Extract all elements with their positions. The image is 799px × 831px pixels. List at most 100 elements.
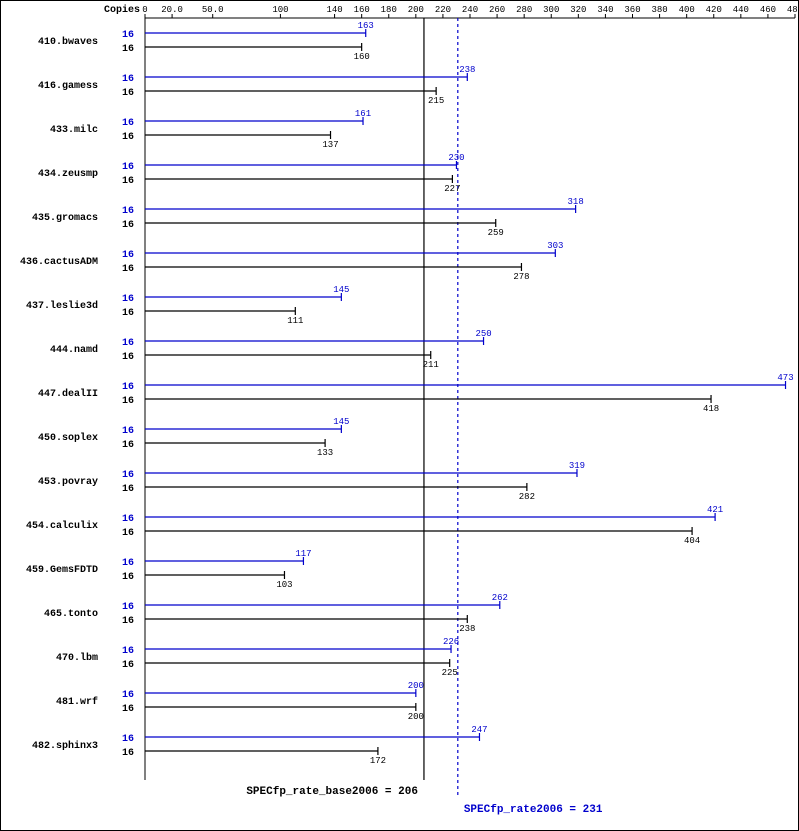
x-tick-label: 220 — [435, 5, 451, 15]
copies-peak: 16 — [122, 426, 134, 437]
copies-base: 16 — [122, 88, 134, 99]
x-tick-label: 180 — [381, 5, 397, 15]
x-tick-label: 360 — [624, 5, 640, 15]
peak-value: 163 — [358, 21, 374, 31]
copies-base: 16 — [122, 660, 134, 671]
base-value: 172 — [370, 756, 386, 766]
peak-value: 226 — [443, 637, 459, 647]
x-tick-label: 480 — [787, 5, 799, 15]
copies-base: 16 — [122, 616, 134, 627]
x-tick-label: 50.0 — [202, 5, 224, 15]
benchmark-name: 447.dealII — [38, 388, 98, 400]
base-value: 259 — [488, 228, 504, 238]
copies-base: 16 — [122, 396, 134, 407]
x-tick-label: 200 — [408, 5, 424, 15]
base-value: 137 — [322, 140, 338, 150]
copies-peak: 16 — [122, 250, 134, 261]
x-tick-label: 100 — [272, 5, 288, 15]
peak-value: 145 — [333, 417, 349, 427]
base-value: 111 — [287, 316, 303, 326]
copies-peak: 16 — [122, 338, 134, 349]
base-value: 282 — [519, 492, 535, 502]
benchmark-name: 481.wrf — [56, 696, 98, 708]
peak-value: 319 — [569, 461, 585, 471]
copies-base: 16 — [122, 220, 134, 231]
base-value: 160 — [354, 52, 370, 62]
benchmark-name: 416.gamess — [38, 81, 98, 92]
peak-value: 200 — [408, 681, 424, 691]
x-tick-label: 140 — [326, 5, 342, 15]
x-tick-label: 300 — [543, 5, 559, 15]
copies-peak: 16 — [122, 734, 134, 745]
peak-value: 238 — [459, 65, 475, 75]
peak-value: 318 — [568, 197, 584, 207]
x-tick-label: 380 — [651, 5, 667, 15]
benchmark-name: 435.gromacs — [32, 213, 98, 224]
x-tick-label: 340 — [597, 5, 613, 15]
copies-base: 16 — [122, 484, 134, 495]
copies-base: 16 — [122, 176, 134, 187]
base-value: 225 — [442, 668, 458, 678]
x-tick-label: 280 — [516, 5, 532, 15]
x-tick-label: 240 — [462, 5, 478, 15]
benchmark-name: 482.sphinx3 — [32, 740, 98, 752]
base-value: 238 — [459, 624, 475, 634]
copies-peak: 16 — [122, 470, 134, 481]
copies-peak: 16 — [122, 206, 134, 217]
peak-value: 161 — [355, 109, 371, 119]
peak-value: 303 — [547, 241, 563, 251]
peak-value: 250 — [475, 329, 491, 339]
copies-peak: 16 — [122, 646, 134, 657]
copies-peak: 16 — [122, 118, 134, 129]
copies-peak: 16 — [122, 514, 134, 525]
x-tick-label: 420 — [706, 5, 722, 15]
copies-peak: 16 — [122, 74, 134, 85]
base-value: 133 — [317, 448, 333, 458]
peak-value: 473 — [777, 373, 793, 383]
benchmark-name: 453.povray — [38, 477, 98, 488]
benchmark-name: 410.bwaves — [38, 36, 98, 48]
copies-peak: 16 — [122, 30, 134, 41]
benchmark-name: 434.zeusmp — [38, 169, 98, 180]
copies-peak: 16 — [122, 558, 134, 569]
peak-value: 247 — [471, 725, 487, 735]
x-tick-label: 20.0 — [161, 5, 183, 15]
base-value: 278 — [513, 272, 529, 282]
peak-footer-label: SPECfp_rate2006 = 231 — [464, 804, 603, 816]
copies-base: 16 — [122, 440, 134, 451]
copies-base: 16 — [122, 572, 134, 583]
benchmark-name: 454.calculix — [26, 520, 98, 532]
copies-base: 16 — [122, 352, 134, 363]
benchmark-name: 436.cactusADM — [20, 257, 98, 268]
x-tick-label: 160 — [354, 5, 370, 15]
copies-peak: 16 — [122, 602, 134, 613]
x-tick-label: 320 — [570, 5, 586, 15]
x-tick-label: 400 — [679, 5, 695, 15]
benchmark-name: 450.soplex — [38, 432, 98, 444]
base-value: 103 — [276, 580, 292, 590]
benchmark-name: 459.GemsFDTD — [26, 565, 98, 576]
copies-peak: 16 — [122, 162, 134, 173]
peak-value: 230 — [448, 153, 464, 163]
x-tick-label: 440 — [733, 5, 749, 15]
copies-peak: 16 — [122, 382, 134, 393]
copies-base: 16 — [122, 704, 134, 715]
benchmark-name: 444.namd — [50, 344, 98, 356]
copies-base: 16 — [122, 264, 134, 275]
peak-value: 145 — [333, 285, 349, 295]
base-value: 404 — [684, 536, 700, 546]
benchmark-name: 433.milc — [50, 124, 98, 136]
benchmark-name: 437.leslie3d — [26, 300, 98, 312]
peak-value: 117 — [295, 549, 311, 559]
base-value: 200 — [408, 712, 424, 722]
base-footer-label: SPECfp_rate_base2006 = 206 — [246, 786, 418, 798]
base-value: 215 — [428, 96, 444, 106]
peak-value: 421 — [707, 505, 723, 515]
base-value: 211 — [423, 360, 439, 370]
benchmark-name: 470.lbm — [56, 652, 98, 664]
copies-base: 16 — [122, 308, 134, 319]
base-value: 418 — [703, 404, 719, 414]
copies-base: 16 — [122, 132, 134, 143]
spec-rate-chart: 020.050.01001401601802002202402602803003… — [0, 0, 799, 831]
copies-base: 16 — [122, 528, 134, 539]
